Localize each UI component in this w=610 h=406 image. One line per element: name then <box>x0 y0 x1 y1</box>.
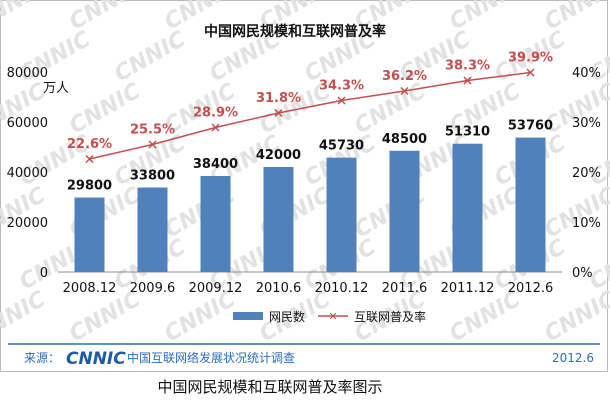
left-tick-label: 80000 <box>7 66 48 81</box>
left-tick-label: 20000 <box>7 216 48 231</box>
line-data-label: 22.6% <box>67 137 112 152</box>
left-tick-label: 60000 <box>7 116 48 131</box>
bar-data-label: 38400 <box>193 157 238 172</box>
bar-data-label: 29800 <box>67 179 112 194</box>
line-point <box>400 86 409 96</box>
bar-data-labels: 29800 33800 38400 42000 45730 48500 51310 53760 <box>67 119 553 194</box>
bar <box>200 176 231 272</box>
left-tick-label: 0 <box>40 266 48 281</box>
bar-series <box>74 137 546 272</box>
right-tick-label: 30% <box>572 116 601 131</box>
legend: 网民数 ✕ 互联网普及率 <box>233 309 426 324</box>
x-tick-label: 2011.12 <box>441 281 495 296</box>
left-axis-unit: 万人 <box>43 81 69 96</box>
watermark-mark: CNNIC <box>0 287 50 347</box>
bar-data-label: 42000 <box>256 148 301 163</box>
x-tick-label: 2010.12 <box>315 281 369 296</box>
line-data-label: 38.3% <box>445 59 490 74</box>
rate-line <box>89 71 531 160</box>
bar-data-label: 48500 <box>382 132 427 147</box>
line-data-label: 39.9% <box>508 51 553 66</box>
bar <box>326 157 357 272</box>
bar-data-label: 45730 <box>319 139 364 154</box>
right-tick-label: 10% <box>572 216 601 231</box>
bar <box>515 137 546 272</box>
bar <box>389 150 420 272</box>
line-point <box>148 140 157 149</box>
source-label: 来源： <box>24 351 60 365</box>
footer-date: 2012.6 <box>552 351 594 365</box>
x-tick-label: 2011.6 <box>382 281 428 296</box>
chart-frame <box>0 0 608 372</box>
bar-data-label: 53760 <box>508 119 553 134</box>
right-tick-label: 40% <box>572 66 601 81</box>
x-tick-label: 2009.6 <box>130 281 176 296</box>
x-tick-label: 2010.6 <box>256 281 302 296</box>
left-axis: 0 20000 40000 60000 80000 <box>7 66 48 281</box>
line-data-label: 34.3% <box>319 79 364 94</box>
line-series <box>85 68 535 164</box>
left-tick-label: 40000 <box>7 166 48 181</box>
legend-label-line: 互联网普及率 <box>354 309 426 324</box>
watermark-mark: CNNIC <box>541 183 610 243</box>
line-data-label: 25.5% <box>130 123 175 138</box>
x-tick-label: 2008.12 <box>63 281 117 296</box>
line-data-label: 31.8% <box>256 91 301 106</box>
watermark-mark: CNNIC <box>586 131 610 191</box>
x-axis: 2008.12 2009.6 2009.12 2010.6 2010.12 2011.6 2… <box>63 281 554 296</box>
watermark-mark: CNNIC <box>111 27 190 87</box>
bar <box>452 143 483 272</box>
watermark-mark: CNNIC <box>0 183 50 243</box>
legend-swatch-bar <box>233 312 263 320</box>
x-tick-label: 2012.6 <box>508 281 554 296</box>
bar <box>74 197 105 272</box>
line-point <box>274 108 283 118</box>
right-tick-label: 0% <box>572 266 593 281</box>
bar <box>137 187 168 272</box>
chart-title: 中国网民规模和互联网普及率 <box>204 23 386 40</box>
line-point <box>211 123 220 132</box>
right-tick-label: 20% <box>572 166 601 181</box>
line-data-label: 28.9% <box>193 106 238 121</box>
bar <box>263 167 294 272</box>
bar-data-label: 33800 <box>130 169 175 184</box>
bar-data-label: 51310 <box>445 125 490 140</box>
line-point <box>463 76 472 85</box>
legend-label-bar: 网民数 <box>269 309 305 324</box>
legend-swatch-marker: ✕ <box>328 310 337 323</box>
line-data-labels: 22.6% 25.5% 28.9% 31.8% 34.3% 36.2% 38.3% 39.9% <box>67 51 553 153</box>
cnnic-logo: CNNIC <box>66 349 126 369</box>
chart: CNNIC CNNIC CNNIC CNNIC CNNIC CNNIC CNNICCNNIC… <box>0 0 610 369</box>
watermark-mark: CNNIC <box>0 0 50 35</box>
footer: 来源： CNNIC 中国互联网络发展状况统计调查 2012.6 <box>8 343 600 369</box>
line-point <box>526 68 535 77</box>
right-axis: 0% 10% 20% 30% 40% <box>572 66 601 281</box>
line-point <box>337 96 346 105</box>
line-point <box>85 154 94 164</box>
line-data-label: 36.2% <box>382 69 427 84</box>
x-tick-label: 2009.12 <box>189 281 243 296</box>
figure-caption: 中国网民规模和互联网普及率图示 <box>157 378 383 396</box>
survey-name: 中国互联网络发展状况统计调查 <box>127 350 295 365</box>
